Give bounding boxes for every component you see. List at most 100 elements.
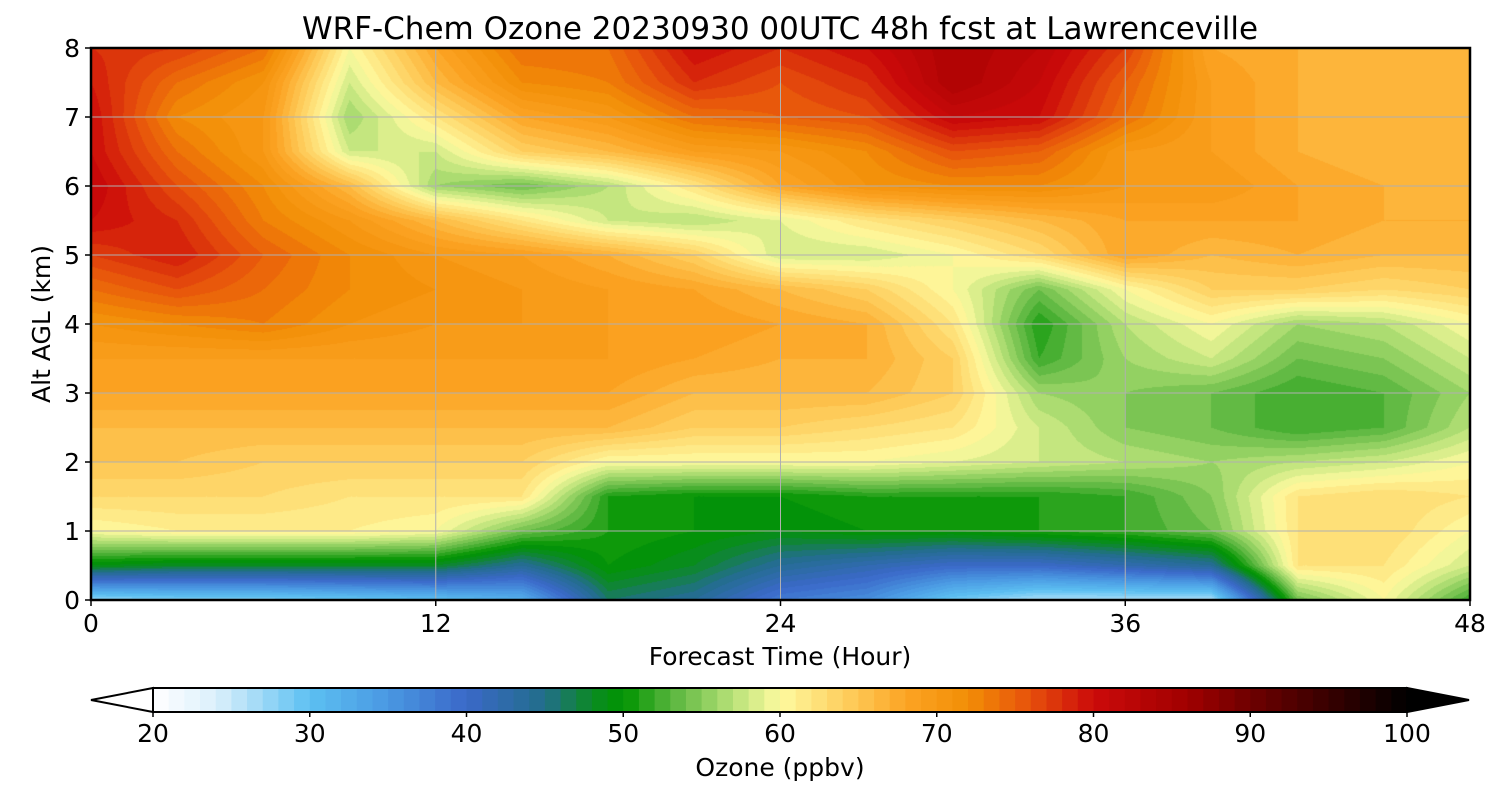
colorbar-level — [1250, 688, 1267, 712]
colorbar-level — [1140, 688, 1157, 712]
colorbar-level — [262, 688, 279, 712]
x-tick-label: 48 — [1454, 609, 1486, 638]
colorbar-level — [435, 688, 452, 712]
colorbar-level — [482, 688, 499, 712]
colorbar-level — [1312, 688, 1330, 712]
x-tick-label: 24 — [765, 609, 797, 638]
colorbar-level — [1297, 688, 1314, 712]
colorbar-extend-min — [90, 686, 154, 714]
colorbar-level — [1077, 688, 1095, 712]
colorbar-level — [685, 688, 703, 712]
colorbar-level — [168, 688, 185, 712]
colorbar-level — [325, 688, 342, 712]
colorbar-level — [1344, 688, 1361, 712]
colorbar-level — [1359, 688, 1377, 712]
colorbar-level — [1015, 688, 1032, 712]
colorbar-level — [1265, 688, 1283, 712]
colorbar-level — [513, 688, 530, 712]
colorbar-level — [1109, 688, 1126, 712]
colorbar-level — [497, 688, 515, 712]
colorbar-level — [419, 688, 436, 712]
colorbar-level — [294, 688, 311, 712]
colorbar-level — [999, 688, 1016, 712]
x-tick-label: 0 — [83, 609, 99, 638]
colorbar-tick-label: 70 — [921, 719, 953, 748]
colorbar-level — [544, 688, 562, 712]
colorbar-level — [811, 688, 828, 712]
colorbar-level — [560, 688, 577, 712]
colorbar-level — [764, 688, 781, 712]
y-tick-label: 3 — [64, 379, 80, 408]
colorbar-tick-label: 40 — [451, 719, 483, 748]
colorbar-extend-max — [1406, 686, 1470, 714]
y-tick-label: 1 — [64, 517, 80, 546]
colorbar: 20 30 40 50 60 70 80 90 100 Ozone (ppbv) — [90, 686, 1470, 782]
colorbar-level — [842, 688, 859, 712]
colorbar-level — [1046, 688, 1063, 712]
colorbar-level — [591, 688, 609, 712]
colorbar-level — [1391, 688, 1408, 712]
x-axis: 0 12 24 36 48 — [83, 600, 1486, 638]
colorbar-tick-label: 90 — [1234, 719, 1266, 748]
colorbar-level — [607, 688, 624, 712]
colorbar-level — [858, 688, 875, 712]
y-axis: 0 1 2 3 4 5 6 7 8 — [64, 34, 91, 615]
colorbar-level — [576, 688, 593, 712]
colorbar-level — [153, 688, 170, 712]
colorbar-level — [1187, 688, 1204, 712]
y-tick-label: 6 — [64, 172, 80, 201]
colorbar-tick-label: 50 — [607, 719, 639, 748]
x-tick-label: 12 — [420, 609, 452, 638]
colorbar-tick-label: 60 — [764, 719, 796, 748]
colorbar-level — [701, 688, 718, 712]
colorbar-level — [1281, 688, 1298, 712]
colorbar-level — [403, 688, 421, 712]
colorbar-level — [968, 688, 985, 712]
y-tick-label: 7 — [64, 103, 80, 132]
colorbar-level — [278, 688, 295, 712]
colorbar-level — [827, 688, 844, 712]
y-tick-label: 0 — [64, 586, 80, 615]
y-axis-label: Alt AGL (km) — [27, 245, 56, 403]
colorbar-level — [1030, 688, 1048, 712]
colorbar-level — [795, 688, 812, 712]
colorbar-level — [905, 688, 922, 712]
colorbar-level — [874, 688, 891, 712]
colorbar-level — [1375, 688, 1392, 712]
colorbar-label: Ozone (ppbv) — [695, 753, 864, 782]
colorbar-level — [372, 688, 389, 712]
colorbar-level — [936, 688, 954, 712]
colorbar-level — [983, 688, 1001, 712]
colorbar-level — [529, 688, 546, 712]
colorbar-level — [450, 688, 468, 712]
colorbar-level — [1156, 688, 1173, 712]
colorbar-level — [1062, 688, 1079, 712]
colorbar-level — [638, 688, 656, 712]
colorbar-level — [889, 688, 906, 712]
colorbar-level — [654, 688, 671, 712]
colorbar-level — [717, 688, 734, 712]
colorbar-level — [247, 688, 264, 712]
x-tick-label: 36 — [1109, 609, 1141, 638]
colorbar-level — [184, 688, 201, 712]
colorbar-ticks: 20 30 40 50 60 70 80 90 100 — [137, 712, 1431, 748]
colorbar-level — [309, 688, 327, 712]
colorbar-level — [1171, 688, 1189, 712]
colorbar-level — [215, 688, 232, 712]
colorbar-tick-label: 20 — [137, 719, 169, 748]
colorbar-level — [732, 688, 750, 712]
colorbar-level — [1203, 688, 1220, 712]
colorbar-level — [952, 688, 969, 712]
colorbar-level — [341, 688, 358, 712]
colorbar-level — [1234, 688, 1251, 712]
y-tick-label: 2 — [64, 448, 80, 477]
colorbar-segments — [153, 688, 1408, 712]
colorbar-tick-label: 30 — [294, 719, 326, 748]
colorbar-level — [466, 688, 483, 712]
colorbar-level — [748, 688, 765, 712]
colorbar-level — [1328, 688, 1345, 712]
y-tick-label: 8 — [64, 34, 80, 63]
x-axis-label: Forecast Time (Hour) — [649, 642, 912, 671]
colorbar-level — [1093, 688, 1110, 712]
colorbar-tick-label: 80 — [1078, 719, 1110, 748]
